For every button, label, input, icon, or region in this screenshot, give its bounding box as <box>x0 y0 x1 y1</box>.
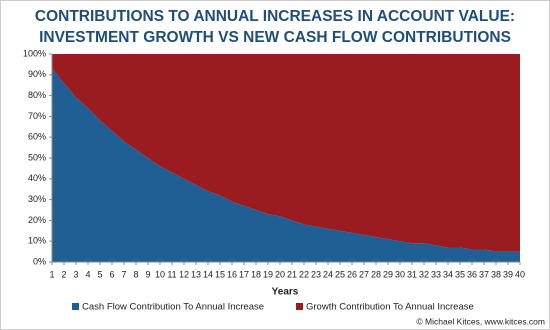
chart-title: INVESTMENT GROWTH VS NEW CASH FLOW CONTR… <box>39 29 511 46</box>
x-tick-label: 17 <box>239 269 249 279</box>
x-tick-label: 32 <box>419 269 429 279</box>
x-tick-label: 16 <box>227 269 237 279</box>
x-tick-label: 31 <box>407 269 417 279</box>
x-tick-label: 26 <box>347 269 357 279</box>
y-tick-label: 80% <box>28 90 46 100</box>
x-tick-label: 19 <box>263 269 273 279</box>
area <box>52 68 520 262</box>
x-tick-label: 5 <box>97 269 102 279</box>
x-tick-label: 3 <box>73 269 78 279</box>
y-tick-label: 20% <box>28 215 46 225</box>
x-tick-label: 14 <box>203 269 213 279</box>
x-tick-label: 9 <box>145 269 150 279</box>
y-tick-label: 50% <box>28 152 46 162</box>
y-tick-label: 90% <box>28 69 46 79</box>
legend-label: Cash Flow Contribution To Annual Increas… <box>82 302 264 313</box>
x-tick-label: 12 <box>179 269 189 279</box>
x-tick-label: 35 <box>455 269 465 279</box>
x-tick-label: 40 <box>515 269 525 279</box>
x-tick-label: 13 <box>191 269 201 279</box>
y-tick-label: 0% <box>33 256 46 266</box>
x-tick-label: 24 <box>323 269 333 279</box>
x-tick-label: 22 <box>299 269 309 279</box>
x-tick-label: 1 <box>49 269 54 279</box>
y-tick-label: 100% <box>23 48 46 58</box>
area <box>52 54 520 252</box>
x-tick-label: 6 <box>109 269 114 279</box>
legend-swatch <box>296 303 303 310</box>
x-tick-label: 21 <box>287 269 297 279</box>
x-tick-label: 33 <box>431 269 441 279</box>
legend-label: Growth Contribution To Annual Increase <box>306 302 474 313</box>
chart-title: CONTRIBUTIONS TO ANNUAL INCREASES IN ACC… <box>35 8 515 25</box>
x-tick-label: 20 <box>275 269 285 279</box>
y-tick-label: 70% <box>28 111 46 121</box>
x-tick-label: 30 <box>395 269 405 279</box>
x-tick-label: 28 <box>371 269 381 279</box>
y-tick-label: 30% <box>28 194 46 204</box>
x-tick-label: 38 <box>491 269 501 279</box>
x-tick-label: 25 <box>335 269 345 279</box>
x-tick-label: 37 <box>479 269 489 279</box>
legend-swatch <box>72 303 79 310</box>
x-tick-label: 7 <box>121 269 126 279</box>
x-tick-label: 15 <box>215 269 225 279</box>
y-tick-label: 40% <box>28 173 46 183</box>
x-tick-label: 34 <box>443 269 453 279</box>
y-tick-label: 10% <box>28 236 46 246</box>
y-tick-label: 60% <box>28 132 46 142</box>
x-tick-label: 10 <box>155 269 165 279</box>
x-tick-label: 8 <box>133 269 138 279</box>
x-tick-label: 11 <box>167 269 176 279</box>
x-tick-label: 2 <box>61 269 66 279</box>
x-tick-label: 39 <box>503 269 513 279</box>
x-tick-label: 36 <box>467 269 477 279</box>
x-tick-label: 27 <box>359 269 369 279</box>
x-axis-label: Years <box>272 287 299 298</box>
x-tick-label: 23 <box>311 269 321 279</box>
source: © Michael Kitces, www.kitces.com <box>416 316 545 326</box>
x-tick-label: 4 <box>85 269 90 279</box>
x-tick-label: 18 <box>251 269 261 279</box>
x-tick-label: 29 <box>383 269 393 279</box>
